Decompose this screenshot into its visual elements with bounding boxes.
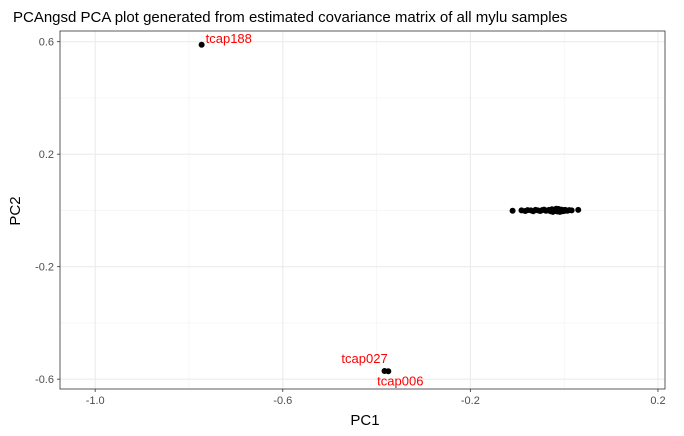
x-axis-ticks: -1.0 -0.6 -0.2 0.2 <box>86 389 666 407</box>
data-point <box>556 208 563 215</box>
plot-area: tcap188 tcap027 tcap006 <box>59 30 666 390</box>
data-point <box>385 368 392 375</box>
y-tick-label: 0.6 <box>39 37 54 49</box>
x-tick-label: 0.2 <box>650 395 665 407</box>
y-tick-label: -0.6 <box>35 374 54 386</box>
x-tick-label: -1.0 <box>86 395 105 407</box>
point-label: tcap188 <box>206 31 252 46</box>
data-point <box>568 207 575 214</box>
y-axis-title: PC2 <box>7 196 24 225</box>
data-point <box>198 41 205 48</box>
x-tick-label: -0.6 <box>273 395 292 407</box>
data-point <box>575 206 582 213</box>
point-label: tcap006 <box>377 373 423 388</box>
point-label: tcap027 <box>341 351 387 366</box>
x-axis-title: PC1 <box>350 412 379 429</box>
y-axis-ticks: 0.6 0.2 -0.2 -0.6 <box>35 37 60 386</box>
plot-border <box>59 30 666 390</box>
data-points <box>198 41 582 375</box>
chart-title: PCAngsd PCA plot generated from estimate… <box>13 9 567 26</box>
y-tick-label: 0.2 <box>39 149 54 161</box>
major-gridlines <box>60 31 665 389</box>
data-point <box>509 207 516 214</box>
y-tick-label: -0.2 <box>35 262 54 274</box>
x-tick-label: -0.2 <box>461 395 480 407</box>
point-labels: tcap188 tcap027 tcap006 <box>206 31 424 389</box>
